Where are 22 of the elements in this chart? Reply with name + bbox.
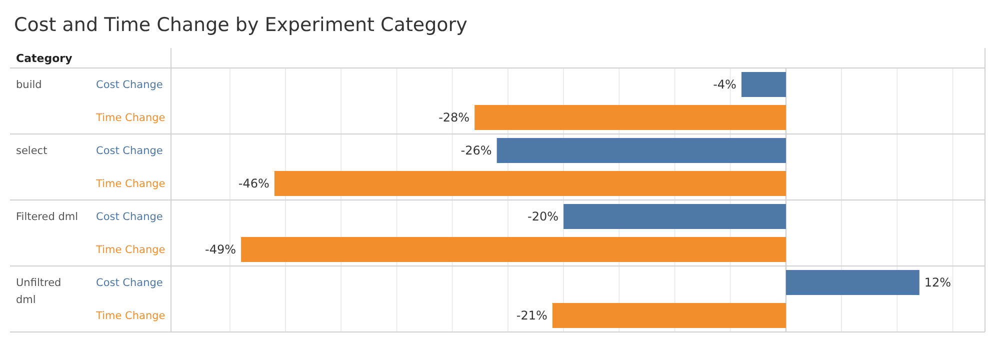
data-label: -20%	[528, 210, 559, 224]
text: Cost Change	[96, 277, 163, 290]
data-label: -21%	[516, 308, 548, 323]
data-label: -28%	[438, 110, 470, 125]
data-label: -49%	[205, 242, 236, 257]
text: Cost Change	[96, 211, 163, 224]
data-label: -26%	[460, 144, 492, 158]
y-tick-label: Filtered dml	[16, 211, 78, 223]
data-label: -4%	[713, 78, 736, 92]
y-tick-label: Unfiltred dml	[16, 277, 62, 306]
text: Cost Change	[96, 79, 163, 92]
data-label: -46%	[238, 176, 270, 191]
y-tick-label: select	[16, 145, 48, 157]
data-label: 12%	[924, 276, 952, 290]
chart-title: Cost and Time Change by Experiment Category	[14, 14, 468, 36]
y-tick-label: build	[16, 79, 42, 91]
text: Time Change	[96, 112, 166, 124]
y-axis-title: Category	[16, 52, 72, 65]
text: Time Change	[96, 178, 166, 190]
text: Cost Change	[96, 145, 163, 158]
text: Time Change	[96, 310, 166, 322]
text: Time Change	[95, 244, 166, 256]
